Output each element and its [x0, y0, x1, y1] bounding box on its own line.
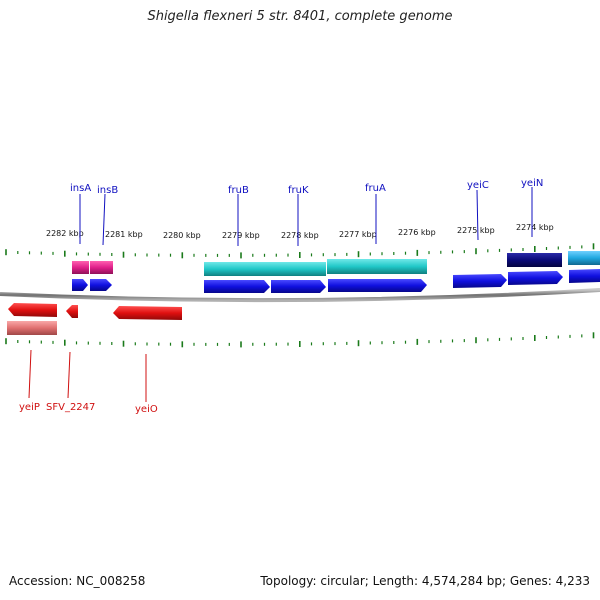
lower-tick-marks [5, 332, 595, 348]
cds-right-edge[interactable] [569, 269, 600, 283]
reverse-cds-track [8, 303, 182, 320]
tick-label: 2276 kbp [398, 228, 436, 237]
gene-label-yeiN[interactable]: yeiN [521, 178, 543, 189]
feature-fruA[interactable] [327, 259, 427, 274]
forward-feature-track [72, 251, 600, 276]
cds-fruA[interactable] [328, 279, 427, 292]
tick-label: 2278 kbp [281, 231, 319, 240]
feature-right-edge[interactable] [568, 251, 600, 265]
gene-label-fruK[interactable]: fruK [288, 185, 309, 196]
upper-tick-marks [5, 243, 595, 259]
bottom-label-lines [28, 349, 147, 402]
genome-summary: Topology: circular; Length: 4,574,284 bp… [260, 574, 590, 588]
cds-fruB[interactable] [204, 280, 270, 293]
gene-label-SFV_2247[interactable]: SFV_2247 [46, 402, 95, 413]
feature-insB[interactable] [90, 261, 113, 274]
cds-insB[interactable] [90, 279, 112, 291]
tick-label: 2274 kbp [516, 223, 554, 232]
cds-yeiP[interactable] [8, 303, 57, 317]
forward-cds-track [72, 269, 600, 293]
feature-fruB[interactable] [204, 262, 326, 276]
gene-label-fruB[interactable]: fruB [228, 185, 249, 196]
tick-label: 2280 kbp [163, 231, 201, 240]
gene-label-insA[interactable]: insA [70, 183, 91, 194]
tick-label: 2281 kbp [105, 230, 143, 239]
bottom-gene-labels: yeiP SFV_2247 yeiO [19, 402, 158, 415]
cds-yeiC[interactable] [453, 274, 507, 288]
gene-label-insB[interactable]: insB [97, 185, 118, 196]
gene-label-yeiO[interactable]: yeiO [135, 404, 158, 415]
reverse-feature-track [7, 321, 57, 335]
gene-label-yeiP[interactable]: yeiP [19, 402, 40, 413]
top-label-lines [79, 187, 533, 246]
gene-label-fruA[interactable]: fruA [365, 183, 386, 194]
genome-title: Shigella flexneri 5 str. 8401, complete … [147, 9, 453, 24]
cds-fruK[interactable] [271, 280, 326, 293]
tick-label: 2277 kbp [339, 230, 377, 239]
tick-label: 2275 kbp [457, 226, 495, 235]
feature-insA[interactable] [72, 261, 89, 274]
cds-SFV_2247[interactable] [66, 305, 78, 318]
genome-backbone [0, 288, 600, 303]
top-gene-labels: insA insB fruB fruK fruA yeiC yeiN [70, 178, 543, 196]
feature-yeiN[interactable] [507, 253, 562, 267]
tick-label: 2279 kbp [222, 231, 260, 240]
cds-yeiN[interactable] [508, 271, 563, 285]
feature-yeiP[interactable] [7, 321, 57, 335]
axis-tick-labels: 2282 kbp 2281 kbp 2280 kbp 2279 kbp 2278… [46, 223, 554, 240]
accession-label: Accession: NC_008258 [9, 574, 146, 588]
cds-yeiO[interactable] [113, 306, 182, 320]
gene-label-yeiC[interactable]: yeiC [467, 180, 489, 191]
tick-label: 2282 kbp [46, 229, 84, 238]
cds-insA[interactable] [72, 279, 88, 291]
